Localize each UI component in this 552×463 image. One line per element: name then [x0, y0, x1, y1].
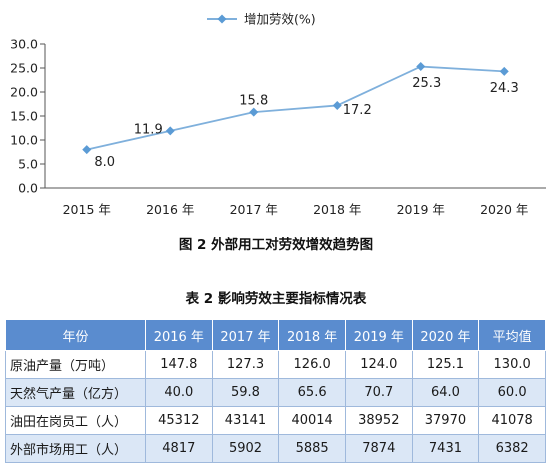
data-label: 15.8 — [239, 94, 268, 109]
table-cell: 64.0 — [411, 378, 480, 407]
table-cell: 6382 — [478, 434, 546, 463]
table-cell: 38952 — [344, 406, 413, 435]
table-cell: 59.8 — [211, 378, 280, 407]
table-cell: 124.0 — [344, 350, 413, 379]
table-cell: 60.0 — [478, 378, 546, 407]
data-point — [332, 100, 342, 110]
data-label: 11.9 — [134, 122, 163, 137]
y-tick-label: 30.0 — [10, 37, 38, 52]
table-cell: 65.6 — [278, 378, 346, 407]
table-cell: 130.0 — [478, 350, 546, 379]
table-cell: 5885 — [278, 434, 346, 463]
x-tick-label: 2016 年 — [146, 202, 194, 217]
data-label: 24.3 — [490, 81, 519, 96]
table-cell: 147.8 — [145, 350, 213, 379]
row-label: 油田在岗员工（人） — [5, 406, 146, 435]
table-row: 原油产量（万吨） 147.8 127.3 126.0 124.0 125.1 1… — [5, 350, 546, 379]
data-point — [416, 62, 426, 72]
table-cell: 70.7 — [344, 378, 413, 407]
table-cell: 7874 — [344, 434, 413, 463]
row-label: 原油产量（万吨） — [5, 350, 146, 379]
table-cell: 126.0 — [278, 350, 346, 379]
table-cell: 43141 — [211, 406, 280, 435]
y-tick-label: 0.0 — [18, 181, 38, 196]
x-tick-label: 2017 年 — [230, 202, 278, 217]
table-row: 天然气产量（亿方） 40.0 59.8 65.6 70.7 64.0 60.0 — [5, 378, 546, 407]
table-cell: 40014 — [278, 406, 346, 435]
x-tick-label: 2018 年 — [313, 202, 361, 217]
table-caption: 表 2 影响劳效主要指标情况表 — [185, 291, 367, 307]
data-label: 17.2 — [343, 103, 372, 118]
y-tick-label: 20.0 — [10, 85, 38, 100]
header-cell: 2016 年 — [145, 319, 213, 351]
line-chart: 增加劳效(%) 0.0 5.0 10.0 15.0 20.0 25.0 30.0 2015 年 2… — [10, 12, 546, 217]
table-row: 油田在岗员工（人） 45312 43141 40014 38952 37970 … — [5, 406, 546, 435]
figure-caption: 图 2 外部用工对劳效增效趋势图 — [178, 237, 374, 253]
x-tick-label: 2020 年 — [480, 202, 528, 217]
chart-area: 增加劳效(%) 0.0 5.0 10.0 15.0 20.0 25.0 30.0 2015 年 2… — [0, 0, 552, 228]
table-cell: 41078 — [478, 406, 546, 435]
table-cell: 37970 — [411, 406, 480, 435]
row-label: 天然气产量（亿方） — [5, 378, 146, 407]
data-point — [249, 107, 259, 117]
header-cell: 平均值 — [478, 319, 546, 351]
y-tick-label: 15.0 — [10, 109, 38, 124]
header-cell: 2020 年 — [411, 319, 480, 351]
y-tick-label: 25.0 — [10, 61, 38, 76]
header-cell: 2018 年 — [278, 319, 346, 351]
table-cell: 40.0 — [145, 378, 213, 407]
table-cell: 45312 — [145, 406, 213, 435]
table-header-row: 年份 2016 年 2017 年 2018 年 2019 年 2020 年 平均… — [5, 319, 546, 351]
data-label: 8.0 — [94, 155, 115, 170]
table-row: 外部市场用工（人） 4817 5902 5885 7874 7431 6382 — [5, 434, 546, 463]
legend-label: 增加劳效(%) — [244, 12, 316, 27]
data-point — [165, 126, 175, 136]
table-cell: 7431 — [411, 434, 480, 463]
header-cell: 2019 年 — [344, 319, 413, 351]
row-label: 外部市场用工（人） — [5, 434, 146, 463]
legend-marker-icon — [217, 14, 227, 24]
x-tick-label: 2019 年 — [397, 202, 445, 217]
data-label: 25.3 — [412, 76, 441, 91]
y-tick-label: 10.0 — [10, 133, 38, 148]
x-tick-label: 2015 年 — [63, 202, 111, 217]
table-cell: 127.3 — [211, 350, 280, 379]
table-cell: 4817 — [145, 434, 213, 463]
indicator-table: 年份 2016 年 2017 年 2018 年 2019 年 2020 年 平均… — [5, 319, 546, 463]
header-cell: 2017 年 — [211, 319, 280, 351]
series-line — [86, 65, 505, 151]
data-point — [82, 145, 92, 155]
table-cell: 5902 — [211, 434, 280, 463]
table-cell: 125.1 — [411, 350, 480, 379]
header-cell: 年份 — [5, 319, 146, 351]
y-tick-label: 5.0 — [18, 157, 38, 172]
data-point — [499, 66, 509, 76]
